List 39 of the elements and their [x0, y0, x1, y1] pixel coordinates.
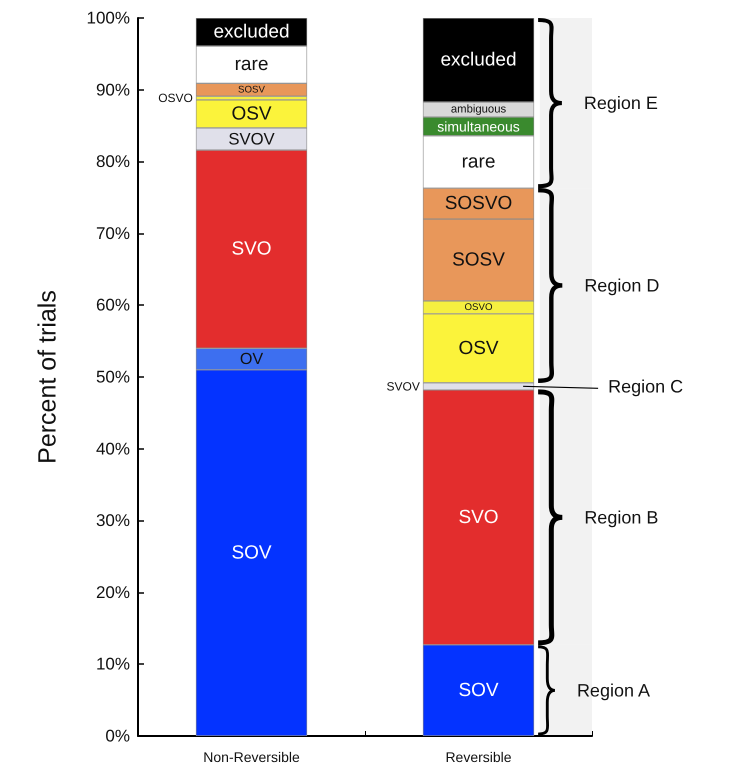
y-tick-label: 20% — [96, 582, 130, 602]
series-label: rare — [234, 54, 268, 76]
series-label: excluded — [213, 22, 290, 42]
text: SOV — [231, 542, 272, 564]
series-label: SVOV — [228, 129, 276, 148]
y-tick-label: 40% — [96, 439, 130, 458]
band-label: Region B — [584, 507, 658, 528]
y-tick-label: 10% — [96, 654, 130, 674]
series-label: SOSVO — [444, 193, 512, 214]
text: OSV — [458, 338, 499, 359]
y-axis-title: Percent of trials — [34, 290, 62, 464]
series-label: SVO — [231, 238, 272, 260]
series-label: OSVO — [464, 302, 493, 313]
series-label: OV — [240, 350, 264, 368]
y-tick-label: 70% — [96, 224, 130, 243]
series-label: simultaneous — [437, 118, 520, 134]
band-label: Region E — [584, 93, 658, 114]
band-label: Region A — [576, 680, 650, 700]
band-label: Region C — [608, 376, 684, 396]
text: OSVO — [158, 91, 193, 106]
y-tick-label: 30% — [96, 511, 130, 530]
text: rare — [462, 151, 496, 172]
text: SVO — [458, 506, 499, 528]
band-label: Region D — [584, 275, 660, 296]
y-tick-label: 80% — [96, 152, 130, 172]
y-tick-label: 100% — [86, 8, 130, 28]
text: SVOV — [386, 379, 420, 394]
y-tick-label: 50% — [96, 368, 130, 386]
y-tick-label: 60% — [96, 296, 130, 315]
x-tick-label: Reversible — [445, 749, 512, 765]
y-tick-label: 0% — [105, 726, 130, 746]
y-tick-label: 90% — [96, 80, 130, 100]
x-tick-label: Non-Reversible — [203, 749, 300, 765]
series-label: SOSV — [238, 84, 266, 96]
text: excluded — [440, 50, 517, 71]
series-label: ambiguous — [450, 104, 506, 116]
series-label: SOV — [458, 680, 499, 701]
text: SOSV — [452, 249, 505, 270]
series-label: OSV — [231, 103, 272, 124]
